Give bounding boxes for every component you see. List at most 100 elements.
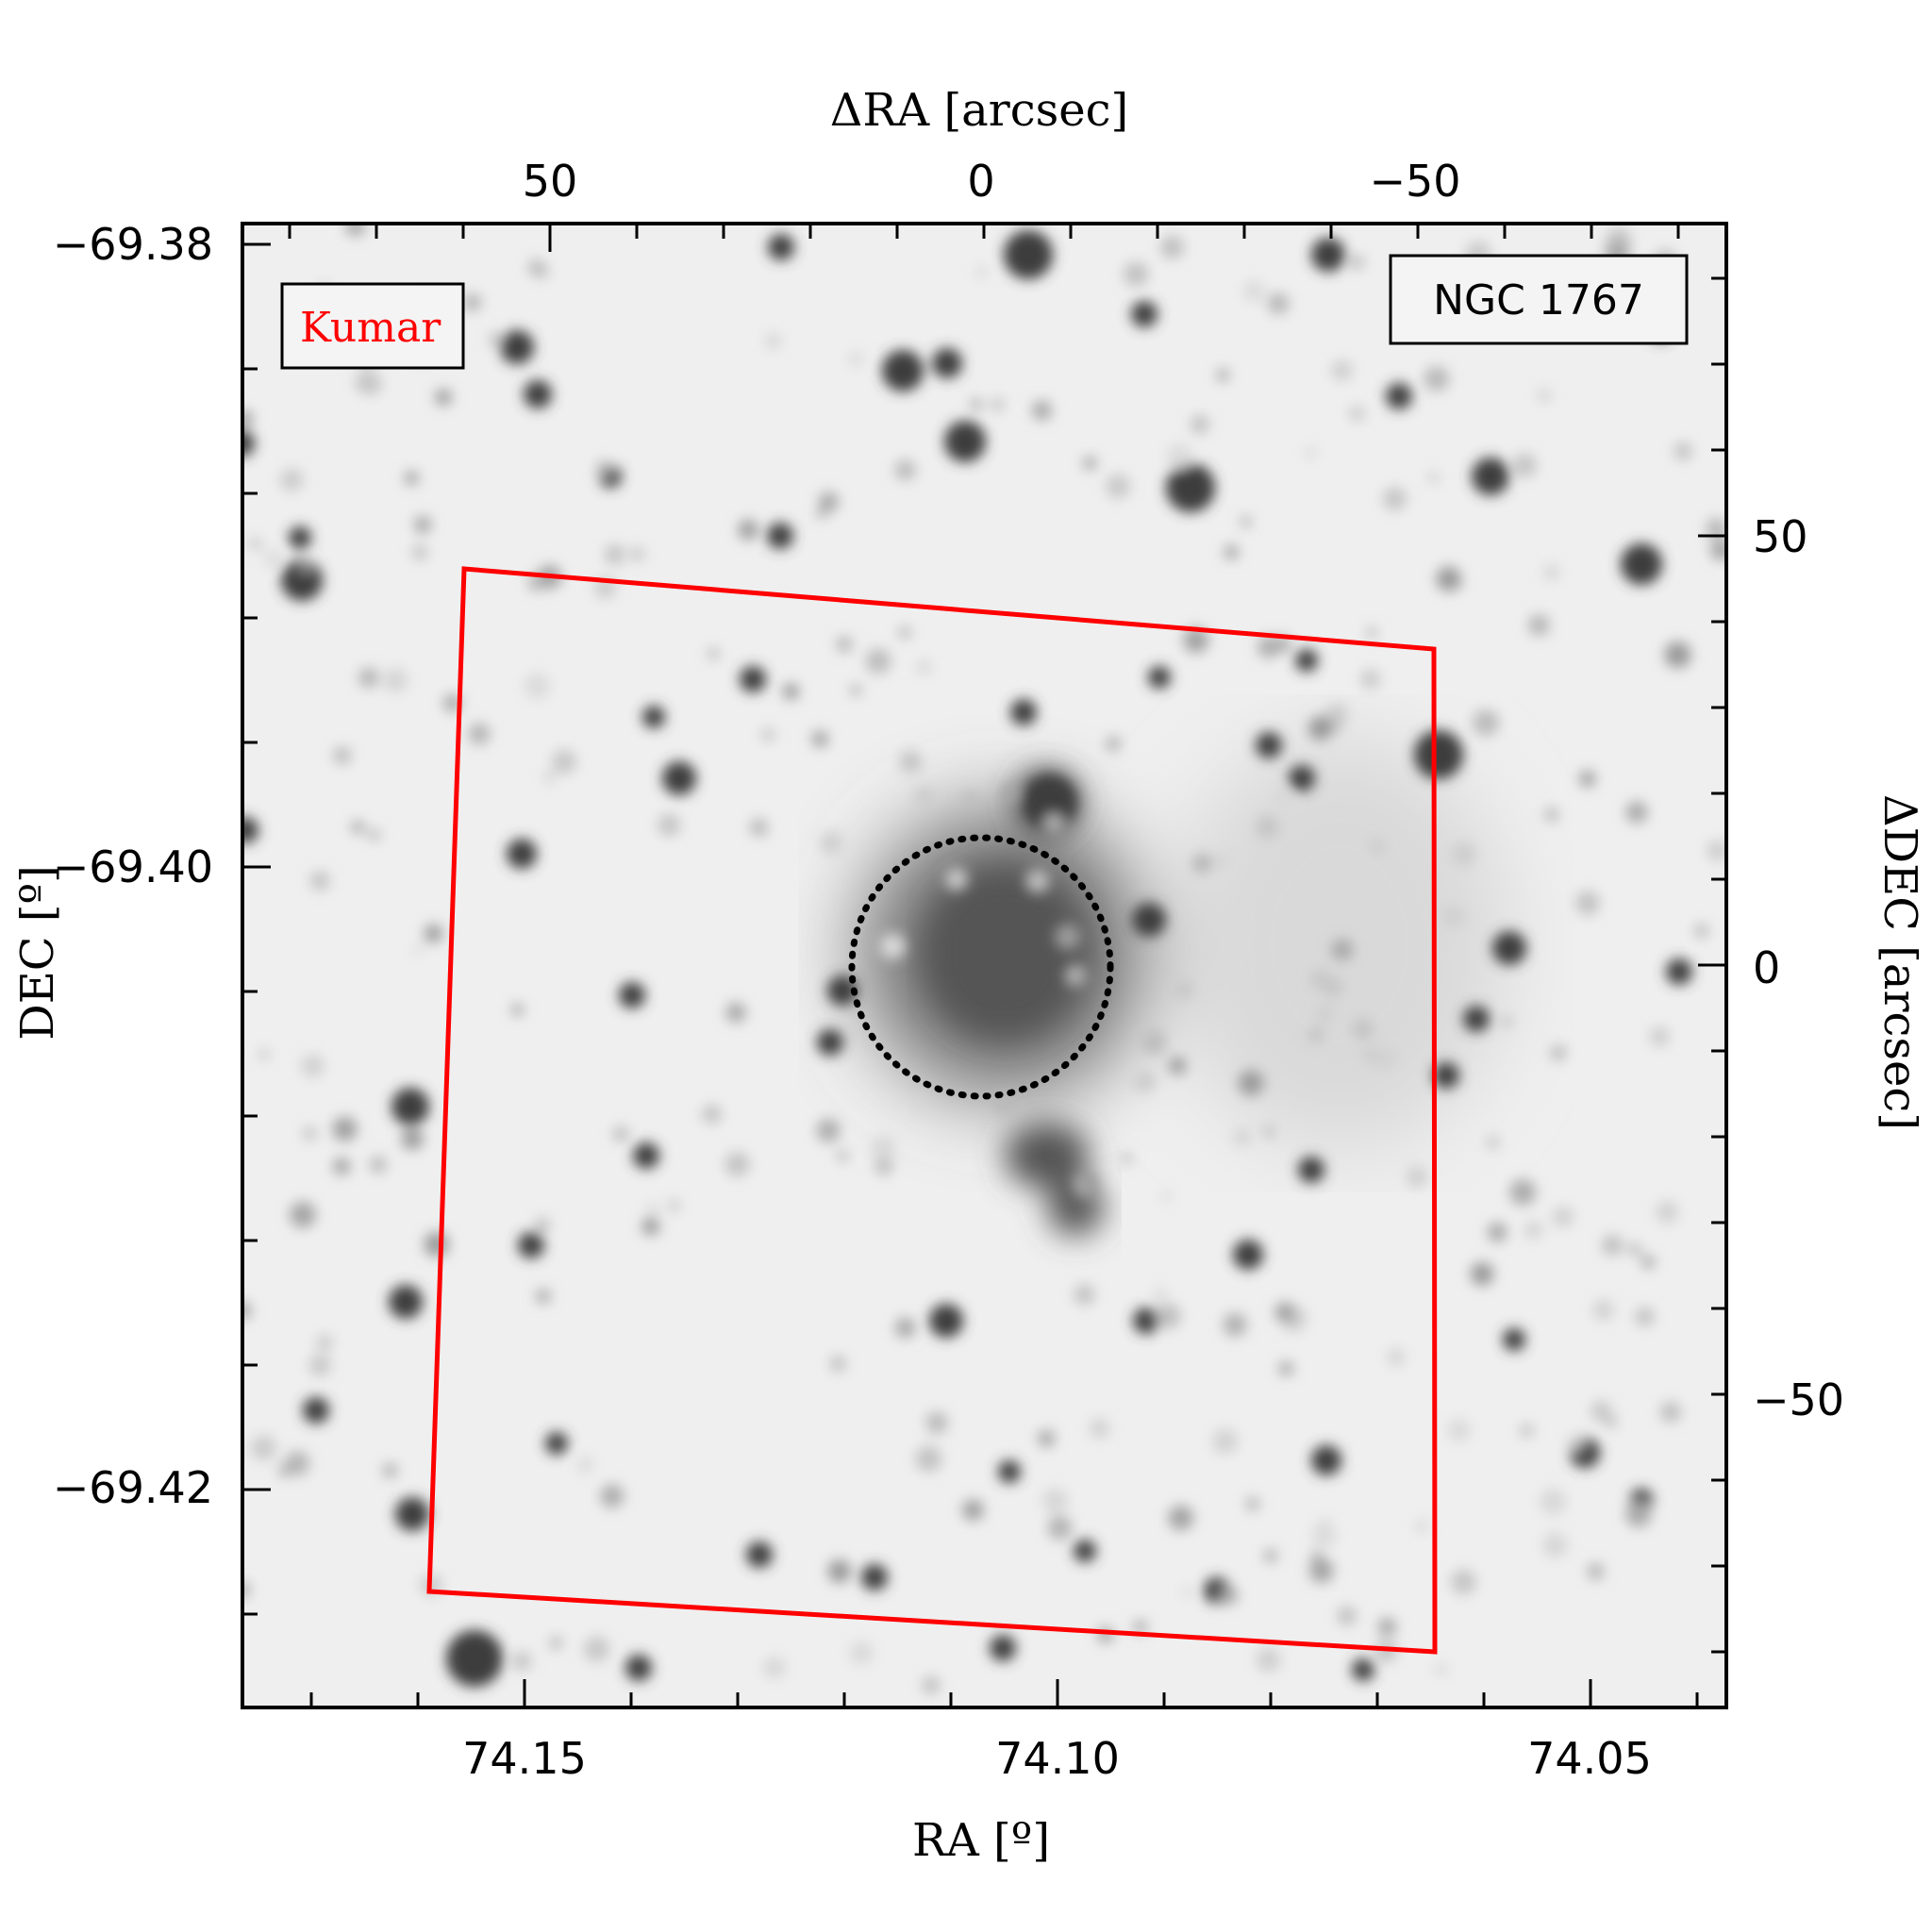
star (929, 1304, 963, 1338)
right-axis-label: ΔDEC [arcsec] (1874, 794, 1926, 1130)
background-speckle (1124, 261, 1149, 287)
background-speckle (849, 1641, 874, 1665)
background-speckle (1219, 1586, 1238, 1605)
background-speckle (763, 1657, 786, 1679)
background-speckle (1370, 839, 1385, 854)
background-speckle (1331, 359, 1353, 381)
background-speckle (1470, 1262, 1494, 1286)
background-speckle (964, 791, 976, 805)
background-speckle (242, 1302, 252, 1319)
background-speckle (242, 410, 253, 427)
background-speckle (871, 1135, 896, 1160)
background-speckle (1349, 255, 1364, 270)
star (1295, 649, 1318, 672)
background-speckle (1161, 1191, 1173, 1202)
background-speckle (1264, 1549, 1277, 1562)
star (1414, 730, 1463, 779)
background-speckle (1308, 1027, 1324, 1042)
background-speckle (1042, 1488, 1068, 1514)
background-speckle (1550, 1046, 1563, 1059)
background-speckle (1592, 1299, 1614, 1321)
bottom-tick-label-1: 74.15 (462, 1733, 587, 1784)
background-speckle (1543, 564, 1559, 581)
background-speckle (552, 749, 576, 774)
star (524, 380, 552, 408)
top-axis-label: ΔRA [arcsec] (830, 84, 1129, 137)
background-speckle (782, 683, 799, 700)
background-speckle (1166, 443, 1192, 470)
star (768, 234, 794, 260)
background-speckle (724, 1152, 750, 1177)
left-tick-label-3: −69.42 (53, 1462, 213, 1513)
aperture-circle (848, 834, 1114, 1100)
background-speckle (1310, 969, 1331, 990)
background-speckle (1641, 1256, 1655, 1269)
background-speckle (411, 544, 428, 560)
star (633, 1142, 659, 1169)
background-speckle (702, 1105, 722, 1124)
background-speckle (333, 746, 352, 765)
background-speckle (1552, 1206, 1574, 1228)
star (1010, 699, 1037, 725)
background-speckle (1656, 1201, 1678, 1224)
right-tick-label-2: 0 (1753, 942, 1780, 993)
star (746, 1541, 773, 1568)
right-tick-label-1: 50 (1753, 511, 1808, 562)
background-speckle (1365, 1050, 1375, 1061)
star (817, 1029, 843, 1056)
background-speckle (1502, 1016, 1512, 1026)
star (861, 1564, 888, 1591)
background-speckle (1707, 840, 1726, 861)
background-speckle (310, 871, 330, 891)
background-speckle (1352, 1018, 1374, 1041)
background-speckle (401, 1127, 424, 1150)
background-speckle (1312, 1524, 1337, 1548)
background-speckle (658, 813, 681, 837)
background-speckle (1349, 406, 1365, 422)
background-speckle (811, 730, 828, 747)
background-speckle (1001, 784, 1020, 803)
background-speckle (1183, 627, 1209, 654)
background-speckle (1568, 1436, 1584, 1452)
background-speckle (333, 1158, 351, 1175)
background-speckle (511, 1004, 524, 1016)
background-speckle (1064, 964, 1088, 987)
background-speckle (1591, 1400, 1611, 1422)
background-speckle (646, 1203, 659, 1216)
star (242, 430, 255, 457)
background-speckle (641, 1217, 660, 1236)
star (998, 1460, 1021, 1483)
background-speckle (1256, 1647, 1281, 1673)
star (1166, 463, 1215, 512)
background-speckle (1406, 1166, 1428, 1188)
background-speckle (1542, 1532, 1568, 1557)
background-speckle (865, 648, 891, 675)
background-speckle (359, 373, 382, 395)
background-speckle (1435, 1663, 1447, 1676)
background-speckle (849, 352, 863, 366)
background-speckle (630, 547, 644, 561)
background-speckle (1451, 1569, 1476, 1595)
star (767, 523, 793, 549)
background-speckle (1326, 703, 1348, 725)
background-speckle (1054, 924, 1081, 950)
background-speckle (1264, 1126, 1274, 1137)
background-speckle (1512, 453, 1537, 477)
background-speckle (543, 771, 557, 784)
background-speckle (1133, 1070, 1156, 1093)
star (932, 348, 962, 378)
background-speckle (725, 1002, 746, 1023)
star (1433, 1062, 1459, 1089)
background-speckle (424, 924, 442, 943)
background-speckle (1625, 801, 1648, 824)
background-speckle (1674, 441, 1692, 460)
background-speckle (536, 1289, 551, 1304)
star (395, 1497, 429, 1531)
background-speckle (708, 648, 719, 659)
background-speckle (816, 1118, 841, 1142)
star (1004, 230, 1053, 279)
background-speckle (584, 1636, 609, 1662)
background-speckle (975, 266, 988, 278)
background-speckle (299, 560, 312, 575)
background-speckle (922, 1676, 940, 1694)
